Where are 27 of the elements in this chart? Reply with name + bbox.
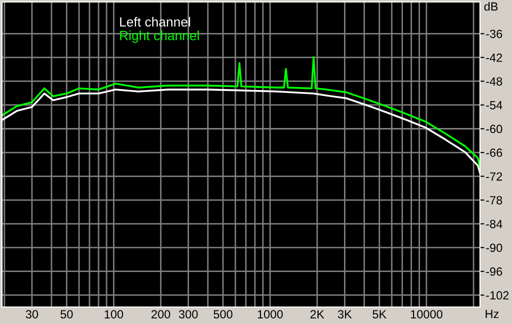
x-tick-label: 10000 <box>410 310 442 318</box>
x-tick-label: 50 <box>60 310 73 318</box>
x-tick-label: 100 <box>104 310 124 318</box>
y-tick-label: -60 <box>486 124 502 134</box>
text: Right channel <box>120 30 199 43</box>
y-tick-label: -48 <box>486 77 502 86</box>
y-tick-label: -66 <box>486 148 502 157</box>
x-tick-label: 500 <box>214 310 232 318</box>
y-tick-label: -36 <box>486 30 502 38</box>
y-tick-label: -96 <box>486 267 502 276</box>
text: Left channel <box>120 16 190 27</box>
y-tick-label: -84 <box>486 220 502 228</box>
x-tick-label: 2K <box>310 310 324 318</box>
x-tick-label: 300 <box>178 310 198 318</box>
x-tick-label: 5K <box>372 310 386 318</box>
x-tick-label: 1000 <box>258 310 283 318</box>
y-tick-label: -102 <box>486 291 509 300</box>
x-tick-label: 200 <box>152 310 170 318</box>
x-tick-label: 3K <box>338 310 352 318</box>
x-axis-title: Hz <box>486 310 499 318</box>
y-tick-label: -72 <box>486 172 502 181</box>
y-tick-label: -90 <box>486 244 502 252</box>
y-tick-label: -78 <box>486 196 502 204</box>
y-tick-label: -42 <box>486 53 502 62</box>
x-tick-label: 30 <box>26 310 38 318</box>
y-tick-label: -54 <box>486 101 502 110</box>
y-axis-title: dB <box>484 2 498 11</box>
